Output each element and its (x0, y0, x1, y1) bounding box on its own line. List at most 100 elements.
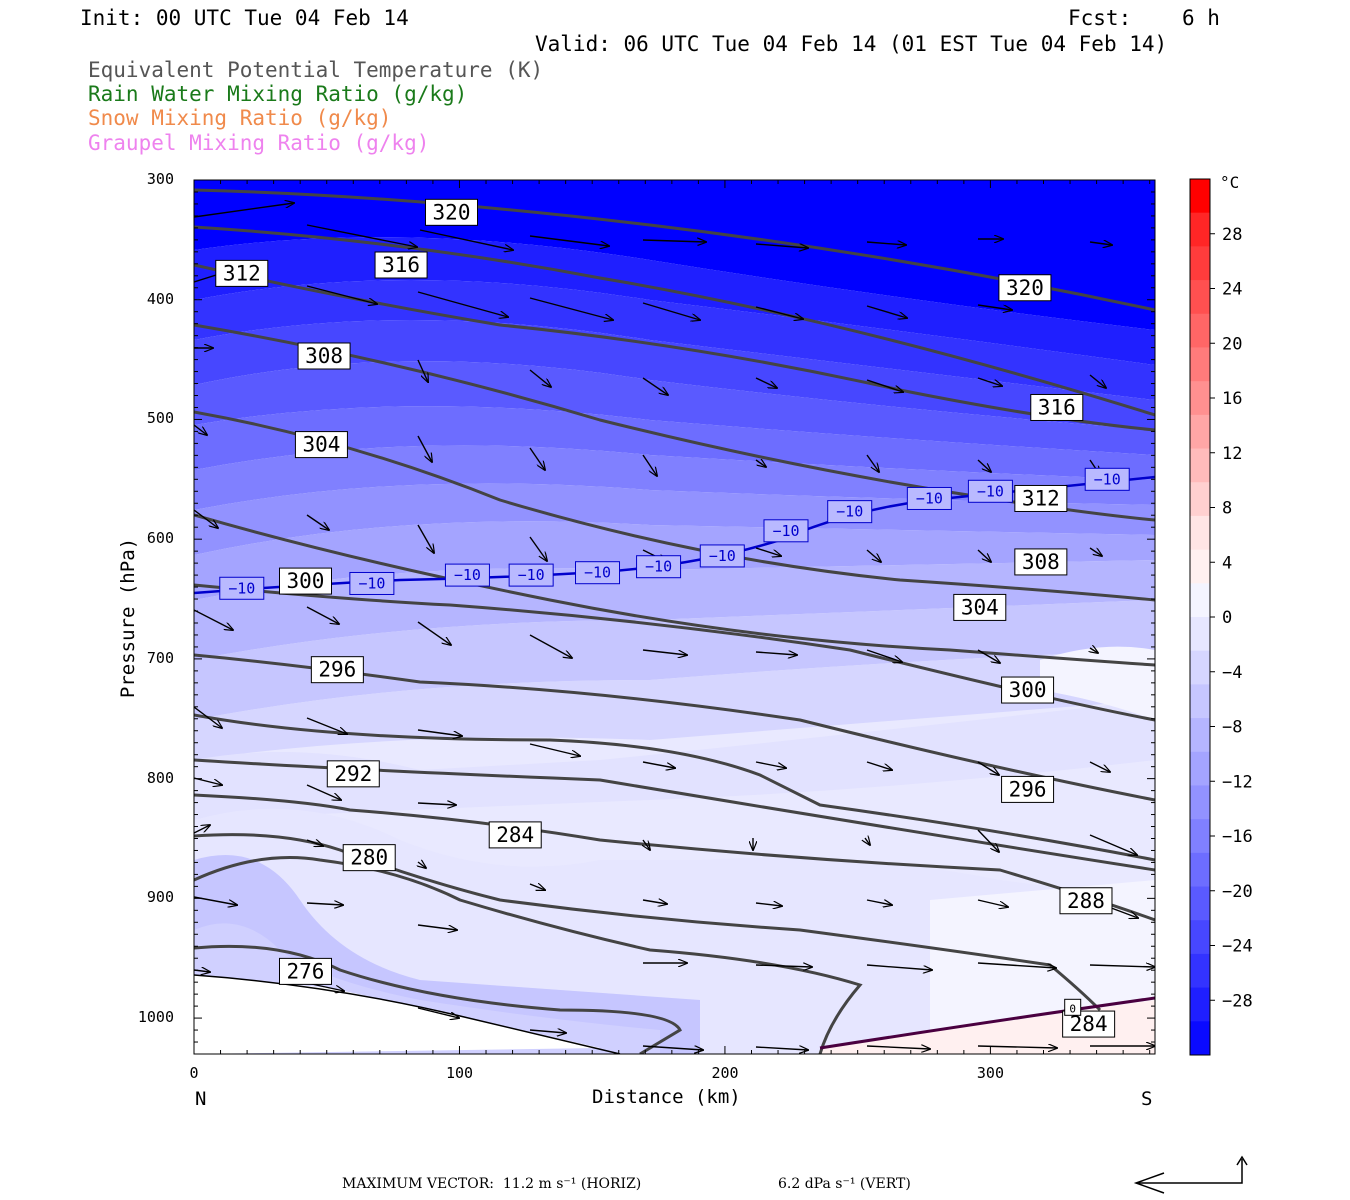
svg-text:304: 304 (302, 433, 340, 457)
x-tick-label: 300 (976, 1064, 1004, 1082)
svg-text:308: 308 (1022, 550, 1060, 574)
theta-e-contour-label: 320 (425, 198, 479, 226)
colorbar-label: 4 (1222, 553, 1232, 573)
svg-text:−10: −10 (518, 566, 545, 584)
colorbar-swatch (1190, 179, 1210, 214)
colorbar-label: −4 (1222, 663, 1242, 683)
temperature-fill (194, 180, 1155, 1054)
svg-text:320: 320 (1006, 276, 1044, 300)
zero-isotherm-label: 0 (1064, 998, 1082, 1016)
colorbar-swatch (1190, 987, 1210, 1022)
svg-text:−10: −10 (454, 566, 481, 584)
y-tick-label: 700 (146, 648, 174, 667)
y-axis-title: Pressure (hPa) (117, 537, 139, 699)
svg-text:−10: −10 (709, 547, 736, 565)
x-end-label-north: N (195, 1088, 207, 1110)
svg-text:300: 300 (1009, 678, 1047, 702)
svg-text:−10: −10 (772, 522, 799, 540)
y-tick-label: 400 (146, 289, 174, 308)
y-tick-label: 300 (146, 170, 174, 188)
theta-e-contour-label: 320 (998, 274, 1052, 302)
colorbar-label: −8 (1222, 718, 1242, 738)
colorbar-label: 24 (1222, 280, 1242, 300)
colorbar-swatch (1190, 751, 1210, 786)
svg-text:−10: −10 (584, 564, 611, 582)
reference-vector-icon (1133, 1155, 1248, 1194)
valid-time: Valid: 06 UTC Tue 04 Feb 14 (01 EST Tue … (535, 32, 1168, 56)
svg-text:320: 320 (433, 200, 471, 224)
isotherm-contour-label: −10 (906, 486, 952, 510)
svg-text:0: 0 (1069, 1002, 1076, 1015)
colorbar-swatch (1190, 482, 1210, 517)
theta-e-contour-label: 284 (488, 821, 542, 849)
colorbar-label: 12 (1222, 444, 1242, 464)
colorbar-swatch (1190, 953, 1210, 989)
svg-text:292: 292 (334, 762, 372, 786)
variable-rain-water: Rain Water Mixing Ratio (g/kg) (88, 82, 468, 106)
isotherm-contour-label: −10 (508, 563, 554, 587)
svg-text:296: 296 (1009, 777, 1047, 801)
colorbar-swatch (1190, 381, 1210, 416)
colorbar-unit: °C (1220, 173, 1239, 192)
theta-e-contour-label: 312 (215, 259, 269, 287)
y-tick-label: 600 (146, 529, 174, 548)
isotherm-contour-label: −10 (967, 479, 1013, 503)
colorbar-label: −20 (1222, 882, 1253, 902)
colorbar-swatch (1190, 718, 1210, 753)
svg-text:304: 304 (961, 595, 999, 619)
colorbar-label: 16 (1222, 389, 1242, 409)
colorbar-swatch (1190, 414, 1210, 450)
colorbar-label: 8 (1222, 499, 1232, 519)
theta-e-contour-label: 300 (278, 567, 332, 595)
y-tick-label: 500 (146, 409, 174, 428)
x-tick-label: 200 (711, 1064, 739, 1082)
colorbar-swatch (1190, 448, 1210, 483)
svg-text:−10: −10 (836, 503, 863, 521)
svg-text:300: 300 (287, 569, 325, 593)
colorbar-swatch (1190, 583, 1210, 618)
x-tick-label: 0 (189, 1064, 199, 1082)
colorbar-swatch (1190, 549, 1210, 584)
svg-text:316: 316 (382, 253, 420, 277)
y-tick-label: 1000 (137, 1008, 174, 1027)
theta-e-contour-label: 308 (1014, 548, 1068, 576)
colorbar-swatch (1190, 684, 1210, 719)
colorbar-swatch (1190, 852, 1210, 888)
theta-e-contour-label: 304 (294, 431, 348, 459)
colorbar-swatch (1190, 313, 1210, 348)
svg-text:288: 288 (1067, 889, 1105, 913)
colorbar-swatch (1190, 1021, 1210, 1056)
svg-text:296: 296 (318, 658, 356, 682)
colorbar: °C 28 24 20 16 12 8 4 0 −4 −8 −12 −16 −20 −24 −28 (1189, 173, 1253, 1056)
x-axis-title: Distance (km) (592, 1086, 741, 1108)
theta-e-contour-label: 296 (1001, 775, 1055, 803)
isotherm-contour-label: −10 (444, 563, 490, 587)
isotherm-contour-label: −10 (636, 555, 682, 579)
theta-e-contour-label: 300 (1001, 676, 1055, 704)
svg-text:276: 276 (287, 959, 325, 983)
x-tick-label: 100 (445, 1064, 474, 1082)
theta-e-contour-label: 280 (342, 844, 396, 872)
colorbar-swatch (1190, 650, 1210, 685)
svg-text:−10: −10 (358, 574, 385, 592)
svg-text:312: 312 (223, 261, 261, 285)
svg-text:−10: −10 (645, 558, 672, 576)
max-vector-vertical: 6.2 dPa s⁻¹ (VERT) (778, 1176, 911, 1192)
theta-e-contour-label: 308 (297, 342, 351, 370)
theta-e-contour-label: 296 (310, 656, 364, 684)
colorbar-label: 20 (1222, 334, 1242, 354)
max-vector-horizontal: MAXIMUM VECTOR: 11.2 m s⁻¹ (HORIZ) (342, 1176, 642, 1192)
theta-e-contour-label: 276 (278, 957, 332, 985)
colorbar-swatch (1190, 212, 1210, 247)
isotherm-contour-label: −10 (699, 544, 745, 568)
colorbar-swatch (1190, 819, 1210, 854)
colorbar-swatch (1190, 920, 1210, 955)
isotherm-contour-label: −10 (763, 519, 809, 543)
colorbar-label: 0 (1222, 608, 1232, 628)
svg-text:284: 284 (496, 823, 534, 847)
svg-text:280: 280 (350, 846, 388, 870)
colorbar-label: −28 (1222, 991, 1253, 1011)
isotherm-contour-label: −10 (827, 500, 873, 524)
theta-e-contour-label: 316 (374, 251, 428, 279)
